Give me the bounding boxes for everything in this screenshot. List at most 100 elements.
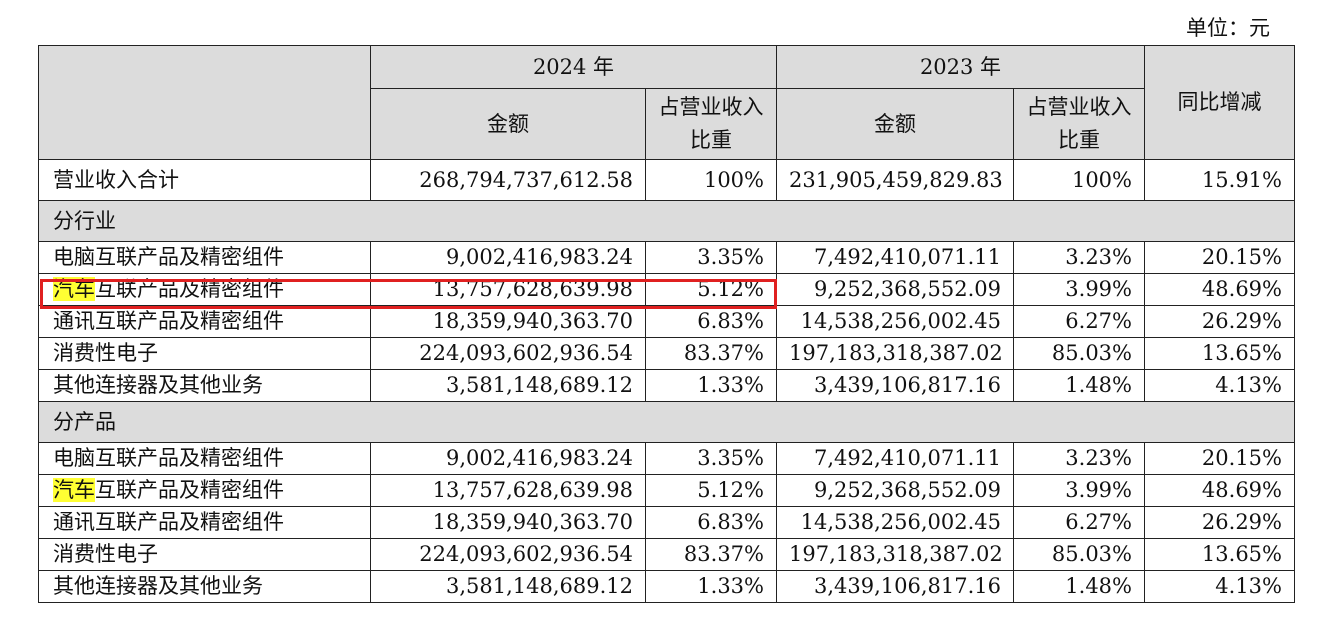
amount-2024: 3,581,148,689.12 <box>370 570 646 603</box>
row-label: 消费性电子 <box>38 337 371 370</box>
table-row: 汽车互联产品及精密组件 13,757,628,639.98 5.12% 9,252,3… <box>38 474 1295 507</box>
ratio-2023: 85.03% <box>1013 538 1145 571</box>
ratio-2023: 1.48% <box>1013 369 1145 402</box>
header-year-2024: 2024 年 <box>370 45 777 89</box>
table-row: 汽车互联产品及精密组件 13,757,628,639.98 5.12% 9,252,3… <box>38 273 1295 306</box>
label-text: 消费性电子 <box>53 542 158 566</box>
revenue-table: 2024 年 2023 年 同比增减 金额 占营业收入比重 金额 占营业收入比重… <box>38 45 1295 603</box>
ratio-2024: 83.37% <box>645 538 777 571</box>
row-label: 汽车互联产品及精密组件 <box>38 273 371 306</box>
amount-2023: 7,492,410,071.11 <box>776 442 1014 475</box>
amount-2023: 9,252,368,552.09 <box>776 273 1014 306</box>
table-row: 其他连接器及其他业务 3,581,148,689.12 1.33% 3,439,106… <box>38 570 1295 603</box>
label-text: 通讯互联产品及精密组件 <box>53 510 284 534</box>
amount-2024: 9,002,416,983.24 <box>370 442 646 475</box>
ratio-2024: 1.33% <box>645 369 777 402</box>
amount-2024: 18,359,940,363.70 <box>370 506 646 539</box>
row-label: 其他连接器及其他业务 <box>38 369 371 402</box>
amount-2024: 268,794,737,612.58 <box>370 159 646 201</box>
header-ratio-2023: 占营业收入比重 <box>1013 88 1145 160</box>
unit-label: 单位：元 <box>1186 16 1270 40</box>
label-text: 互联产品及精密组件 <box>95 478 284 502</box>
yoy-change: 15.91% <box>1144 159 1295 201</box>
section-row-by-industry: 分行业 <box>38 200 1295 242</box>
amount-2023: 231,905,459,829.83 <box>776 159 1014 201</box>
row-label: 通讯互联产品及精密组件 <box>38 506 371 539</box>
ratio-2024: 5.12% <box>645 273 777 306</box>
ratio-2023: 3.23% <box>1013 241 1145 274</box>
ratio-2024: 5.12% <box>645 474 777 507</box>
ratio-2023: 1.48% <box>1013 570 1145 603</box>
label-text: 消费性电子 <box>53 341 158 365</box>
amount-2024: 18,359,940,363.70 <box>370 305 646 338</box>
row-label: 营业收入合计 <box>38 159 371 201</box>
table-row: 通讯互联产品及精密组件 18,359,940,363.70 6.83% 14,538,… <box>38 305 1295 338</box>
ratio-2024: 6.83% <box>645 305 777 338</box>
amount-2023: 197,183,318,387.02 <box>776 538 1014 571</box>
header-ratio-2024: 占营业收入比重 <box>645 88 777 160</box>
label-text: 其他连接器及其他业务 <box>53 574 263 598</box>
section-row-by-product: 分产品 <box>38 401 1295 443</box>
ratio-2023: 3.99% <box>1013 474 1145 507</box>
yoy-change: 48.69% <box>1144 273 1295 306</box>
amount-2023: 9,252,368,552.09 <box>776 474 1014 507</box>
table-row: 消费性电子 224,093,602,936.54 83.37% 197,183,318… <box>38 337 1295 370</box>
amount-2024: 9,002,416,983.24 <box>370 241 646 274</box>
ratio-2024: 1.33% <box>645 570 777 603</box>
row-label: 消费性电子 <box>38 538 371 571</box>
table-row: 通讯互联产品及精密组件 18,359,940,363.70 6.83% 14,538,… <box>38 506 1295 539</box>
ratio-2024: 100% <box>645 159 777 201</box>
yoy-change: 13.65% <box>1144 337 1295 370</box>
amount-2024: 224,093,602,936.54 <box>370 538 646 571</box>
amount-2024: 13,757,628,639.98 <box>370 273 646 306</box>
yoy-change: 26.29% <box>1144 305 1295 338</box>
yoy-change: 48.69% <box>1144 474 1295 507</box>
amount-2023: 14,538,256,002.45 <box>776 305 1014 338</box>
ratio-2024: 3.35% <box>645 442 777 475</box>
amount-2024: 13,757,628,639.98 <box>370 474 646 507</box>
section-title: 分行业 <box>38 200 1295 242</box>
header-yoy: 同比增减 <box>1144 45 1295 160</box>
highlighted-text: 汽车 <box>53 478 95 502</box>
ratio-2023: 6.27% <box>1013 305 1145 338</box>
label-text: 通讯互联产品及精密组件 <box>53 309 284 333</box>
amount-2023: 3,439,106,817.16 <box>776 369 1014 402</box>
amount-2023: 197,183,318,387.02 <box>776 337 1014 370</box>
ratio-2023: 85.03% <box>1013 337 1145 370</box>
ratio-2024: 83.37% <box>645 337 777 370</box>
section-title: 分产品 <box>38 401 1295 443</box>
table-row: 电脑互联产品及精密组件 9,002,416,983.24 3.35% 7,492,41… <box>38 241 1295 274</box>
header-amount-2024: 金额 <box>370 88 646 160</box>
row-label: 汽车互联产品及精密组件 <box>38 474 371 507</box>
label-text: 电脑互联产品及精密组件 <box>53 446 284 470</box>
label-text: 电脑互联产品及精密组件 <box>53 245 284 269</box>
highlighted-text: 汽车 <box>53 277 95 301</box>
table-row-total: 营业收入合计 268,794,737,612.58 100% 231,905,4… <box>38 159 1295 201</box>
table-row: 其他连接器及其他业务 3,581,148,689.12 1.33% 3,439,106… <box>38 369 1295 402</box>
yoy-change: 4.13% <box>1144 369 1295 402</box>
ratio-2024: 3.35% <box>645 241 777 274</box>
amount-2023: 3,439,106,817.16 <box>776 570 1014 603</box>
label-text: 其他连接器及其他业务 <box>53 373 263 397</box>
ratio-2024: 6.83% <box>645 506 777 539</box>
yoy-change: 13.65% <box>1144 538 1295 571</box>
amount-2023: 7,492,410,071.11 <box>776 241 1014 274</box>
ratio-2023: 3.99% <box>1013 273 1145 306</box>
header-amount-2023: 金额 <box>776 88 1014 160</box>
yoy-change: 20.15% <box>1144 442 1295 475</box>
row-label: 通讯互联产品及精密组件 <box>38 305 371 338</box>
ratio-2023: 3.23% <box>1013 442 1145 475</box>
header-year-2023: 2023 年 <box>776 45 1145 89</box>
amount-2024: 224,093,602,936.54 <box>370 337 646 370</box>
ratio-2023: 100% <box>1013 159 1145 201</box>
header-blank <box>38 45 371 160</box>
amount-2024: 3,581,148,689.12 <box>370 369 646 402</box>
row-label: 电脑互联产品及精密组件 <box>38 241 371 274</box>
label-text: 互联产品及精密组件 <box>95 277 284 301</box>
yoy-change: 20.15% <box>1144 241 1295 274</box>
table-row: 消费性电子 224,093,602,936.54 83.37% 197,183,318… <box>38 538 1295 571</box>
ratio-2023: 6.27% <box>1013 506 1145 539</box>
row-label: 电脑互联产品及精密组件 <box>38 442 371 475</box>
row-label: 其他连接器及其他业务 <box>38 570 371 603</box>
yoy-change: 4.13% <box>1144 570 1295 603</box>
